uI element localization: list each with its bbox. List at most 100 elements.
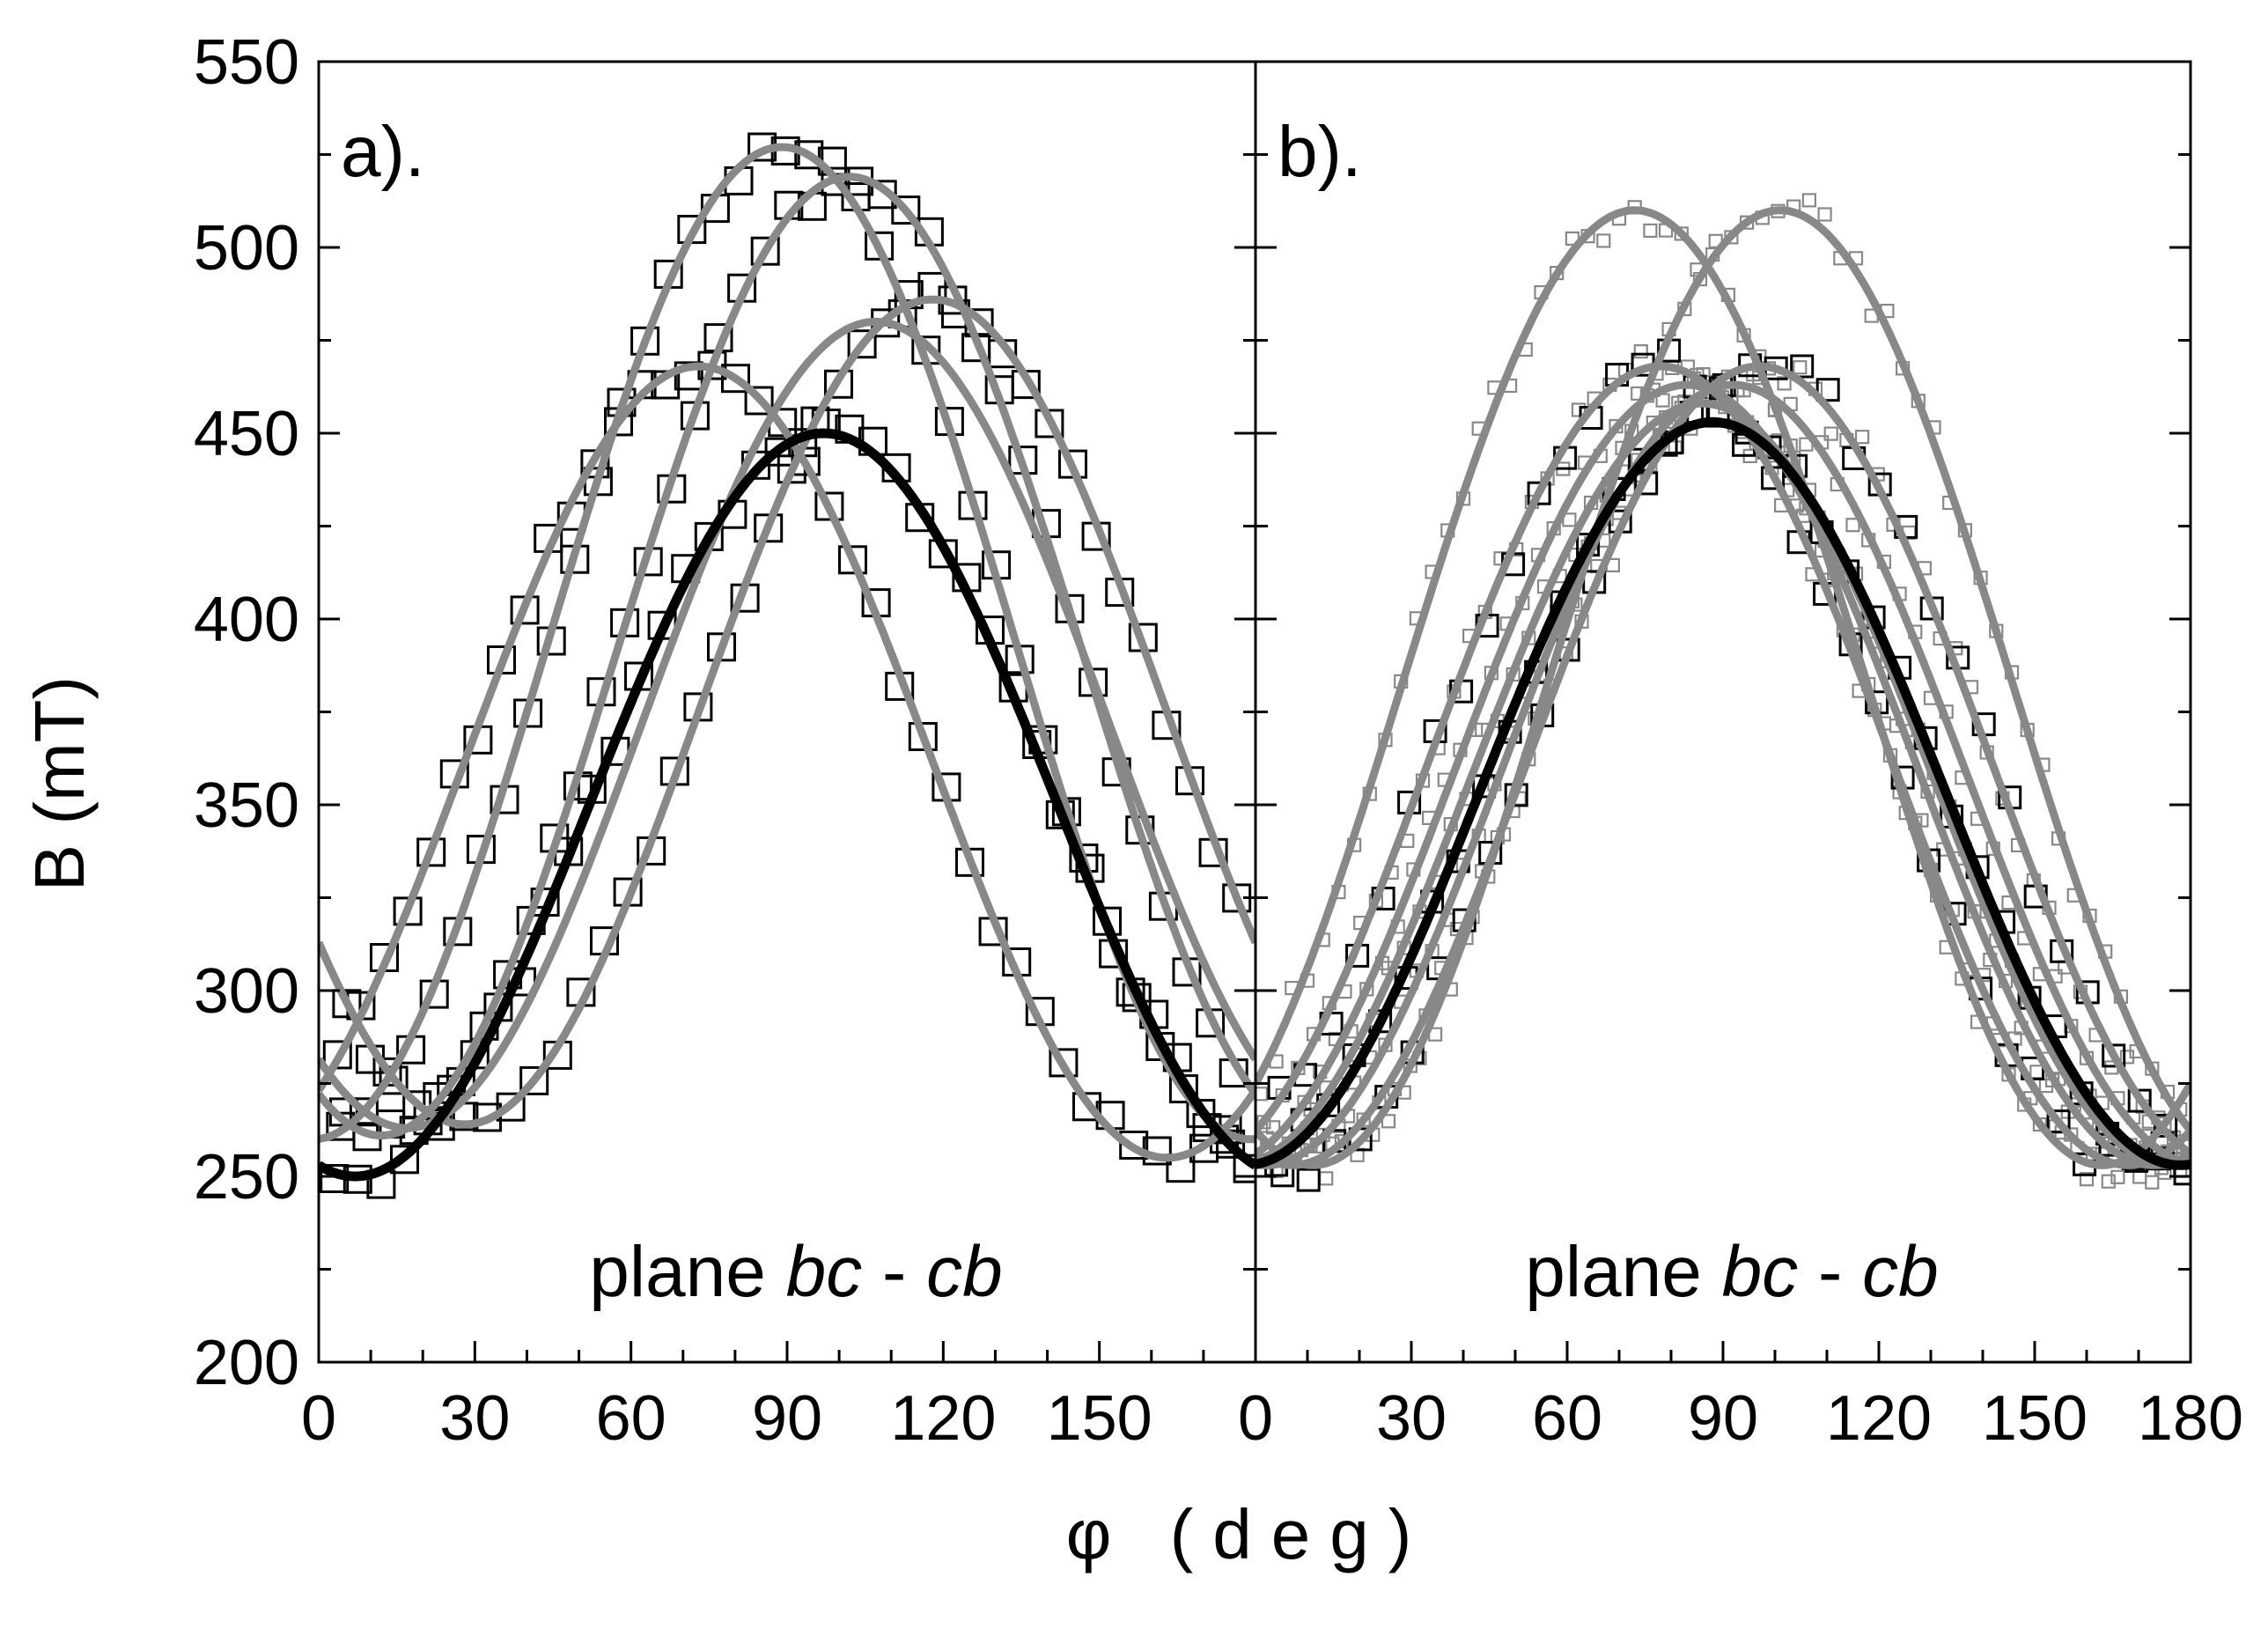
fit-curve — [1256, 380, 2191, 1169]
x-tick-label: 60 — [596, 1383, 666, 1454]
y-tick-label: 400 — [194, 585, 299, 655]
data-marker — [2127, 1088, 2152, 1113]
data-marker — [1072, 1092, 1101, 1122]
data-marker — [1643, 223, 1658, 238]
data-marker — [1119, 1131, 1149, 1160]
panel-a-chart: 0 30 60 90 120 150 200 250 300 350 400 450 500 550 a).… — [194, 27, 1257, 1454]
fit-curve — [1256, 206, 2191, 1169]
data-marker — [1596, 233, 1611, 248]
plot-area-a — [319, 132, 1256, 1199]
data-marker — [2101, 1174, 2116, 1189]
data-marker — [519, 1065, 549, 1095]
data-marker — [1049, 1048, 1079, 1078]
data-marker — [2079, 1172, 2095, 1187]
fit-curve — [1256, 362, 2191, 1169]
data-marker — [322, 1040, 352, 1070]
x-tick-label: 60 — [1532, 1383, 1602, 1454]
fit-curve — [1256, 416, 2191, 1170]
fit-curve — [319, 173, 1256, 1140]
data-marker — [891, 195, 921, 225]
x-tick-label: 180 — [2138, 1383, 2243, 1454]
x-tick-label: 0 — [1238, 1383, 1273, 1454]
x-tick-label: 0 — [301, 1383, 336, 1454]
plane-annotation-part: cb — [926, 1232, 1003, 1312]
plot-frame-a — [317, 60, 1257, 1364]
panel-label-b: b). — [1278, 112, 1362, 192]
data-marker — [1845, 518, 1860, 533]
data-marker — [2110, 1169, 2125, 1184]
panel-b-chart: 0 30 60 90 120 150 180 b). plane bc - cb — [1238, 60, 2243, 1454]
fit-curve — [319, 143, 1256, 1144]
x-axis-title: φ (deg) — [1066, 1495, 1432, 1573]
data-marker — [1633, 344, 1648, 359]
x-tick-label: 30 — [1376, 1383, 1447, 1454]
fit-curve — [319, 362, 1256, 1162]
plane-annotation-part: bc — [786, 1232, 863, 1312]
plane-annotation-part: plane — [1525, 1232, 1721, 1312]
data-marker — [908, 722, 938, 751]
x-tick-label: 30 — [439, 1383, 510, 1454]
data-marker — [1801, 193, 1817, 208]
y-tick-label: 300 — [194, 956, 299, 1027]
data-marker — [1256, 1087, 1269, 1102]
fit-curve — [319, 317, 1256, 1132]
plane-annotation-part: - — [1798, 1232, 1862, 1312]
data-marker — [630, 326, 660, 356]
x-tick-label: 150 — [1047, 1383, 1152, 1454]
data-marker — [2145, 1175, 2160, 1190]
data-marker — [1319, 1171, 1334, 1186]
data-marker — [332, 989, 362, 1019]
data-marker — [393, 896, 423, 926]
y-tick-label: 250 — [194, 1142, 299, 1212]
data-marker — [865, 231, 895, 261]
data-marker — [1381, 1114, 1396, 1129]
data-marker — [2029, 1065, 2044, 1080]
y-tick-label: 550 — [194, 27, 299, 98]
fit-curve — [1256, 399, 2191, 1169]
data-marker — [838, 545, 867, 575]
data-marker — [1265, 1120, 1281, 1135]
data-marker — [824, 369, 853, 399]
data-marker — [1035, 409, 1064, 438]
plane-annotation-a: plane bc - cb — [589, 1232, 1003, 1312]
fit-curve — [319, 295, 1256, 1129]
data-marker — [744, 386, 774, 416]
plane-annotation-part: cb — [1862, 1232, 1939, 1312]
data-marker — [1793, 360, 1808, 375]
data-marker — [390, 1145, 419, 1175]
plot-area-b — [1256, 193, 2191, 1192]
data-marker — [496, 1092, 526, 1122]
fit-curve — [319, 428, 1256, 1182]
y-axis-title: B (mT) — [20, 676, 99, 891]
data-marker — [1527, 481, 1551, 505]
x-tick-label: 120 — [1826, 1383, 1932, 1454]
data-marker — [1296, 1168, 1321, 1192]
data-marker — [1777, 376, 1792, 391]
data-marker — [2046, 1109, 2071, 1134]
data-marker — [750, 236, 780, 266]
data-marker — [674, 361, 703, 391]
y-tick-label: 500 — [194, 213, 299, 284]
plane-annotation-part: - — [862, 1232, 926, 1312]
x-tick-label: 90 — [1688, 1383, 1758, 1454]
data-marker — [1817, 207, 1832, 222]
x-tick-label: 120 — [890, 1383, 996, 1454]
data-marker — [1674, 226, 1689, 241]
panel-label-a: a). — [341, 112, 425, 192]
data-marker — [2102, 1043, 2126, 1068]
data-marker — [473, 1102, 502, 1132]
data-marker — [794, 140, 824, 170]
fit-curve — [1256, 380, 2191, 1169]
fit-curve — [1256, 206, 2191, 1169]
x-tick-label: 90 — [752, 1383, 822, 1454]
plane-annotation-part: plane — [589, 1232, 785, 1312]
data-marker — [1823, 426, 1838, 441]
data-marker — [1815, 378, 1840, 402]
y-tick-label: 200 — [194, 1328, 299, 1398]
data-marker — [2119, 1050, 2135, 1065]
y-tick-label: 350 — [194, 770, 299, 841]
x-tick-label: 150 — [1982, 1383, 2088, 1454]
y-tick-label: 450 — [194, 399, 299, 469]
plane-annotation-part: bc — [1722, 1232, 1799, 1312]
